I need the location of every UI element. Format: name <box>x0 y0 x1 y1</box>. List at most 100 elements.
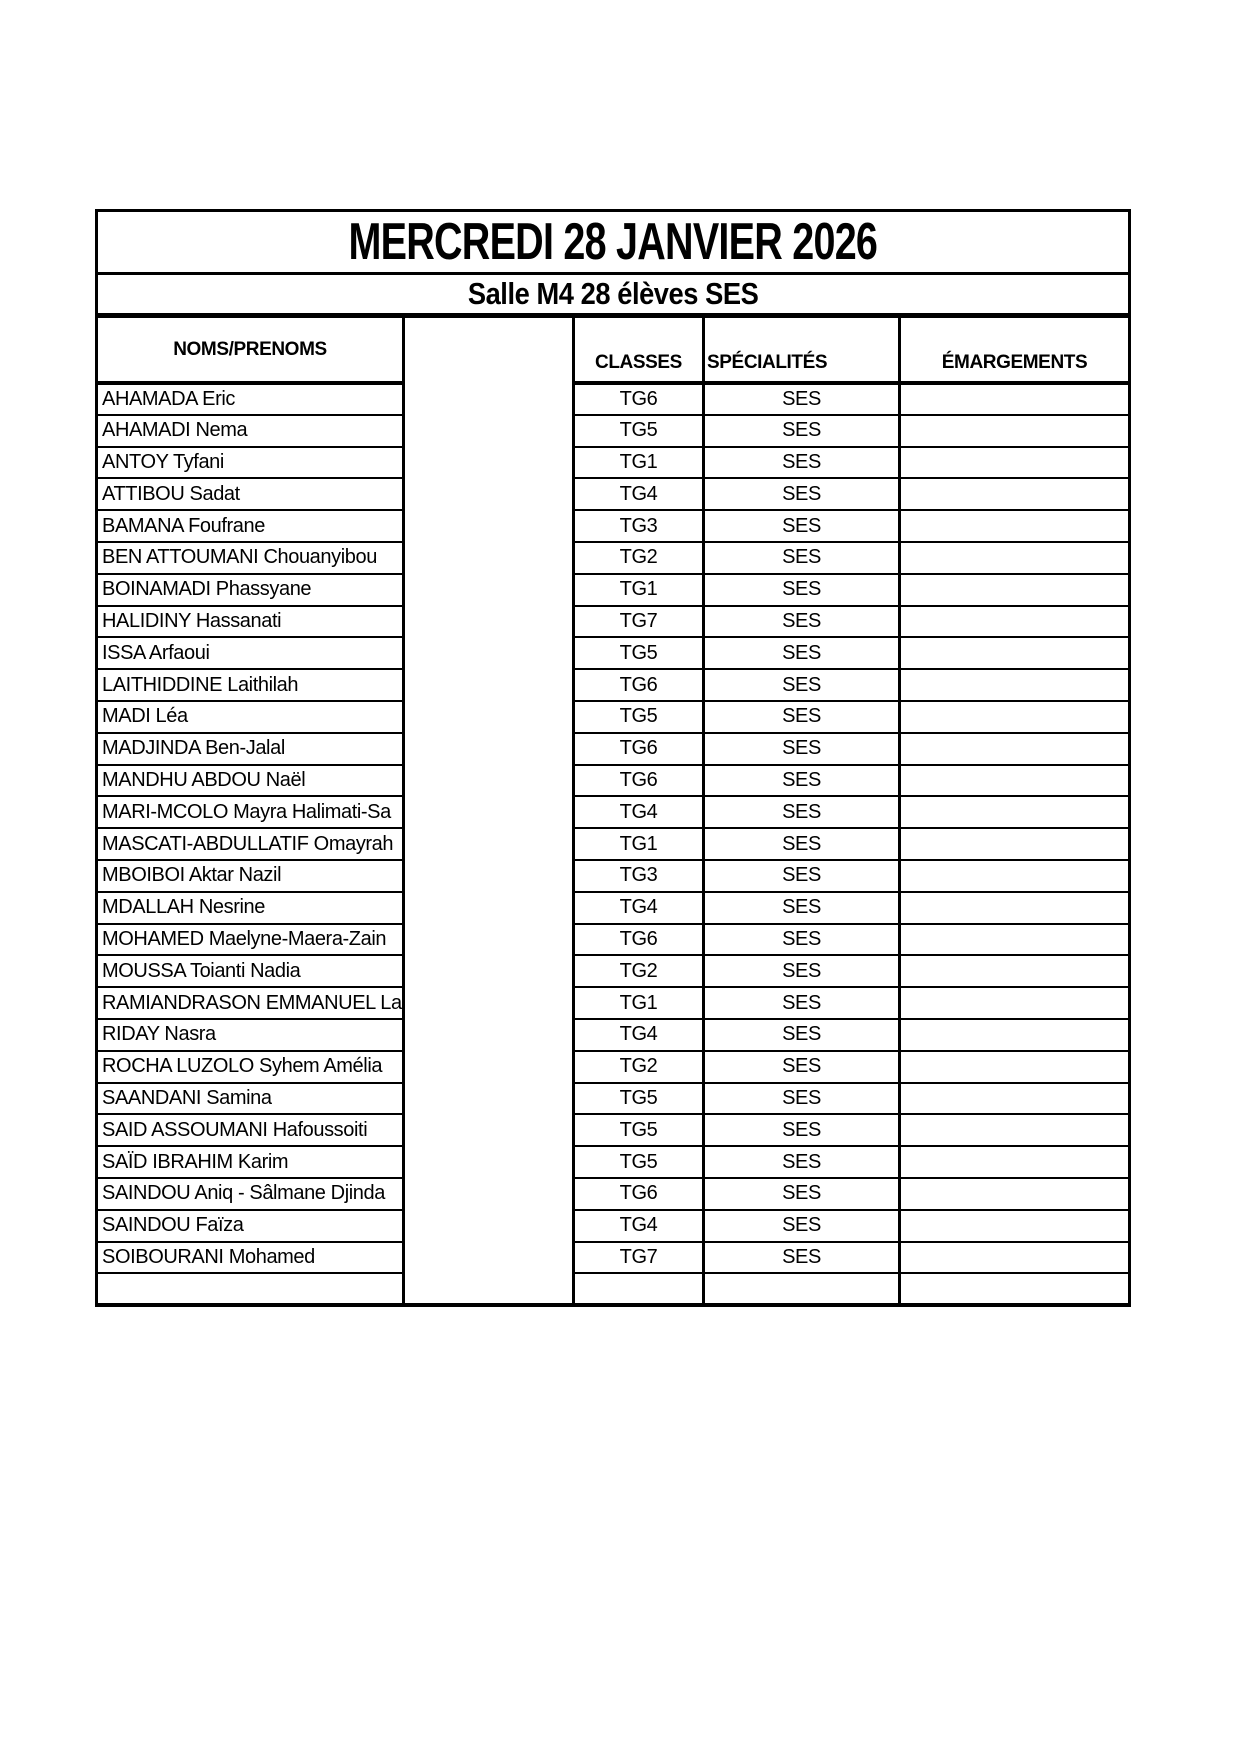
emargement-cell <box>897 1049 1132 1084</box>
specialite-cell: SES <box>702 1145 901 1179</box>
specialite-cell: SES <box>702 509 901 543</box>
specialite-cell: SES <box>702 1081 901 1116</box>
emargement-cell <box>897 858 1132 893</box>
classe-cell: TG3 <box>572 858 705 893</box>
table-row: ATTIBOU Sadat TG4 SES <box>95 477 1132 512</box>
specialite-cell: SES <box>702 922 901 957</box>
student-name-cell: HALIDINY Hassanati <box>95 604 405 639</box>
classe-cell: TG6 <box>572 382 705 416</box>
specialite-cell: SES <box>702 636 901 671</box>
blank-column <box>402 314 575 1308</box>
column-header-classes: CLASSES <box>572 314 705 385</box>
emargement-cell <box>897 795 1132 830</box>
student-name-cell: LAITHIDDINE Laithilah <box>95 668 405 702</box>
table-row: HALIDINY Hassanati TG7 SES <box>95 604 1132 639</box>
table-row: RAMIANDRASON EMMANUEL La TG1 SES <box>95 986 1132 1020</box>
student-name-cell: MANDHU ABDOU Naël <box>95 763 405 798</box>
classe-cell: TG6 <box>572 668 705 702</box>
emargement-cell <box>897 827 1132 861</box>
specialite-cell: SES <box>702 1176 901 1211</box>
classe-cell: TG2 <box>572 954 705 989</box>
classe-cell: TG6 <box>572 731 705 766</box>
student-name-cell: ROCHA LUZOLO Syhem Amélia <box>95 1049 405 1084</box>
emargement-cell <box>897 636 1132 671</box>
classe-cell: TG6 <box>572 1176 705 1211</box>
classe-cell: TG4 <box>572 1017 705 1052</box>
table-row: RIDAY Nasra TG4 SES <box>95 1017 1132 1052</box>
specialite-cell: SES <box>702 890 901 925</box>
table-row: ROCHA LUZOLO Syhem Amélia TG2 SES <box>95 1049 1132 1084</box>
specialite-cell: SES <box>702 668 901 702</box>
table-header-row: NOMS/PRENOMS CLASSES SPÉCIALITÉS ÉMARGEM… <box>95 314 1132 1308</box>
classe-cell: TG6 <box>572 763 705 798</box>
emargement-cell <box>897 413 1132 448</box>
student-name-cell: BOINAMADI Phassyane <box>95 572 405 607</box>
student-name-cell: MOUSSA Toianti Nadia <box>95 954 405 989</box>
page-subtitle: Salle M4 28 élèves SES <box>94 272 1132 318</box>
classe-cell: TG5 <box>572 1145 705 1179</box>
student-name-cell: MDALLAH Nesrine <box>95 890 405 925</box>
student-name-cell: SAINDOU Aniq - Sâlmane Djinda <box>95 1176 405 1211</box>
column-header-emargements: ÉMARGEMENTS <box>897 314 1132 385</box>
table-row: ANTOY Tyfani TG1 SES <box>95 445 1132 480</box>
classe-cell: TG2 <box>572 540 705 575</box>
title-row: MERCREDI 28 JANVIER 2026 <box>94 209 1132 275</box>
table-row: BOINAMADI Phassyane TG1 SES <box>95 572 1132 607</box>
specialite-cell: SES <box>702 477 901 512</box>
classe-cell: TG4 <box>572 477 705 512</box>
specialite-cell: SES <box>702 731 901 766</box>
student-name-cell: MBOIBOI Aktar Nazil <box>95 858 405 893</box>
emargement-cell <box>897 509 1132 543</box>
student-name-cell: RIDAY Nasra <box>95 1017 405 1052</box>
specialite-cell: SES <box>702 858 901 893</box>
table-row: SAINDOU Aniq - Sâlmane Djinda TG6 SES <box>95 1176 1132 1211</box>
classe-cell: TG5 <box>572 1081 705 1116</box>
table-row: MASCATI-ABDULLATIF Omayrah TG1 SES <box>95 827 1132 861</box>
student-name-cell: MADJINDA Ben-Jalal <box>95 731 405 766</box>
table-row: AHAMADI Nema TG5 SES <box>95 413 1132 448</box>
table-row: MDALLAH Nesrine TG4 SES <box>95 890 1132 925</box>
emargement-cell <box>897 1208 1132 1243</box>
specialite-cell: SES <box>702 986 901 1020</box>
table-row: SAÏD IBRAHIM Karim TG5 SES <box>95 1145 1132 1179</box>
attendance-table: MERCREDI 28 JANVIER 2026 Salle M4 28 élè… <box>94 209 1132 1308</box>
emargement-cell <box>897 731 1132 766</box>
emargement-cell <box>897 954 1132 989</box>
specialite-cell: SES <box>702 795 901 830</box>
table-row <box>95 1272 1132 1307</box>
specialite-cell: SES <box>702 413 901 448</box>
page-subtitle-text: Salle M4 28 élèves SES <box>467 276 759 311</box>
specialite-cell: SES <box>702 382 901 416</box>
classe-cell: TG5 <box>572 636 705 671</box>
table-row: AHAMADA Eric TG6 SES <box>95 382 1132 416</box>
student-name-cell: ATTIBOU Sadat <box>95 477 405 512</box>
page-title: MERCREDI 28 JANVIER 2026 <box>94 209 1132 275</box>
classe-cell: TG6 <box>572 922 705 957</box>
specialite-cell: SES <box>702 954 901 989</box>
student-name-cell: MASCATI-ABDULLATIF Omayrah <box>95 827 405 861</box>
classe-cell: TG5 <box>572 1113 705 1148</box>
classe-cell: TG3 <box>572 509 705 543</box>
table-row: SOIBOURANI Mohamed TG7 SES <box>95 1240 1132 1275</box>
page-title-text: MERCREDI 28 JANVIER 2026 <box>348 213 878 271</box>
emargement-cell <box>897 986 1132 1020</box>
specialite-cell: SES <box>702 699 901 734</box>
emargement-cell <box>897 1113 1132 1148</box>
column-header-noms-prenoms: NOMS/PRENOMS <box>95 314 405 385</box>
emargement-cell <box>897 1240 1132 1275</box>
specialite-cell: SES <box>702 763 901 798</box>
classe-cell: TG5 <box>572 413 705 448</box>
specialite-cell: SES <box>702 445 901 480</box>
table-row: SAANDANI Samina TG5 SES <box>95 1081 1132 1116</box>
emargement-cell <box>897 1272 1132 1307</box>
student-name-cell: ISSA Arfaoui <box>95 636 405 671</box>
student-name-cell: AHAMADI Nema <box>95 413 405 448</box>
emargement-cell <box>897 922 1132 957</box>
specialite-cell: SES <box>702 1049 901 1084</box>
emargement-cell <box>897 1176 1132 1211</box>
classe-cell: TG1 <box>572 986 705 1020</box>
classe-cell: TG4 <box>572 890 705 925</box>
emargement-cell <box>897 890 1132 925</box>
student-name-cell: SOIBOURANI Mohamed <box>95 1240 405 1275</box>
